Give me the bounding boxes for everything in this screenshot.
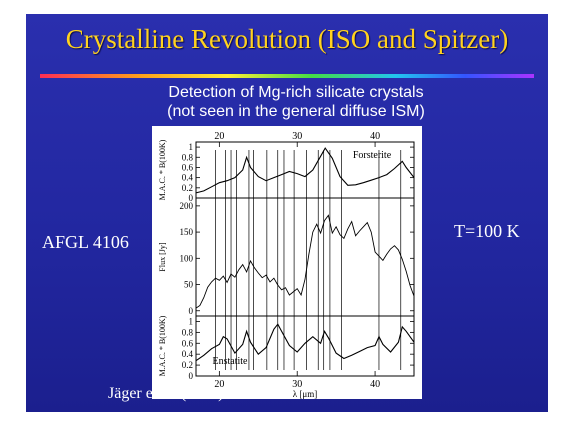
ytick-label-enstatite-1: 0.2 [182,360,193,370]
panel-annotation-forsterite: Forsterite [353,150,392,161]
xtick-label-bottom-1: 30 [292,379,302,390]
panel-annotation-enstatite: Enstatite [213,356,249,367]
ytick-label-afgl4106-0: 0 [189,306,194,316]
ylabel-forsterite: M.A.C. * B(100K) [158,139,167,200]
subtitle-line-1: Detection of Mg-rich silicate crystals [168,84,424,101]
ytick-label-forsterite-5: 1 [189,142,194,152]
series-line-forsterite-0 [195,147,415,194]
panel-frame-enstatite [195,315,415,377]
panel-frame-afgl4106 [195,197,415,317]
spectrum-chart: 00.20.40.60.81M.A.C. * B(100K) Forsterite… [152,126,422,399]
xtick-label-top-1: 30 [292,131,302,142]
ytick-label-enstatite-3: 0.6 [182,338,194,348]
xtick-label-bottom-2: 40 [370,379,380,390]
xtick-label-bottom-0: 20 [214,379,224,390]
ytick-label-forsterite-1: 0.2 [182,183,193,193]
xtick-label-top-2: 40 [370,131,380,142]
series-line-afgl4106-0 [195,214,415,309]
ytick-label-enstatite-4: 0.8 [182,327,194,337]
xtick-label-top-0: 20 [214,131,224,142]
ytick-label-enstatite-5: 1 [189,316,194,326]
ytick-label-afgl4106-2: 100 [180,253,194,263]
ytick-label-afgl4106-3: 150 [180,227,194,237]
ytick-label-forsterite-2: 0.4 [182,173,194,183]
series-line-enstatite-0 [195,323,415,362]
ytick-label-forsterite-0: 0 [189,193,194,203]
ytick-label-forsterite-3: 0.6 [182,162,194,172]
temperature-label: T=100 K [454,221,520,241]
xaxis-label: λ [μm] [293,389,317,399]
ylabel-afgl4106: Flux [Jy] [158,242,167,271]
ytick-label-enstatite-2: 0.4 [182,349,194,359]
ytick-label-forsterite-4: 0.8 [182,152,194,162]
slide: Crystalline Revolution (ISO and Spitzer)… [26,14,548,412]
rainbow-divider [40,74,534,78]
subtitle-line-2: (not seen in the general diffuse ISM) [167,103,425,120]
ytick-label-enstatite-0: 0 [189,371,194,381]
object-label: AFGL 4106 [42,232,129,252]
slide-title: Crystalline Revolution (ISO and Spitzer) [65,24,509,54]
ytick-label-afgl4106-4: 200 [180,201,194,211]
ytick-label-afgl4106-1: 50 [184,280,194,290]
ylabel-enstatite: M.A.C. * B(100K) [158,315,167,376]
